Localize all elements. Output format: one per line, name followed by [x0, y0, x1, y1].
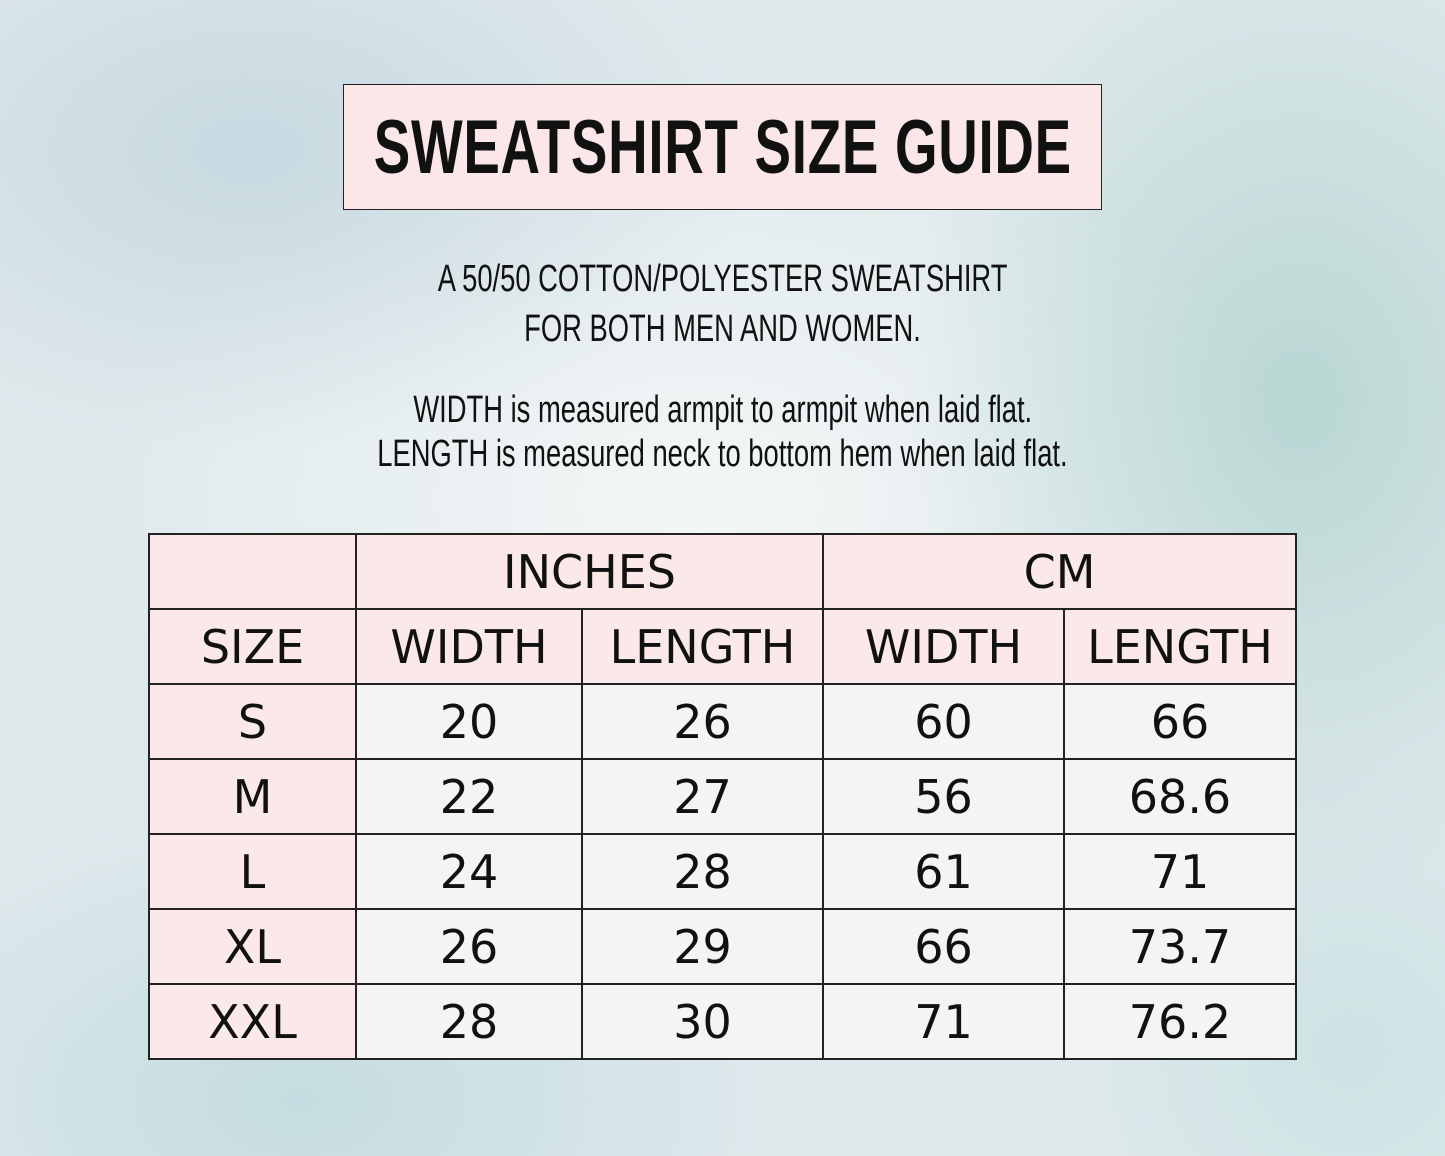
- value-cell: 71: [822, 983, 1065, 1060]
- value-cell: 20: [355, 683, 583, 760]
- description-text: WIDTH is measured armpit to armpit when …: [413, 389, 1032, 431]
- value-cell: 24: [355, 833, 583, 910]
- size-cell: XXL: [148, 983, 357, 1060]
- table-row: XL 26 29 66 73.7: [148, 908, 1297, 985]
- column-header: LENGTH: [581, 608, 824, 685]
- subtitle-text: A 50/50 COTTON/POLYESTER SWEATSHIRT: [437, 258, 1008, 300]
- column-header: WIDTH: [355, 608, 583, 685]
- title-box: SWEATSHIRT SIZE GUIDE: [343, 84, 1102, 210]
- value-cell: 30: [581, 983, 824, 1060]
- group-header-inches: INCHES: [355, 533, 824, 610]
- column-header: WIDTH: [822, 608, 1065, 685]
- column-header: LENGTH: [1063, 608, 1297, 685]
- value-cell: 60: [822, 683, 1065, 760]
- value-cell: 76.2: [1063, 983, 1297, 1060]
- page-title: SWEATSHIRT SIZE GUIDE: [373, 104, 1072, 190]
- subtitle-line-2: FOR BOTH MEN AND WOMEN.: [0, 308, 1445, 351]
- value-cell: 71: [1063, 833, 1297, 910]
- value-cell: 29: [581, 908, 824, 985]
- size-cell: M: [148, 758, 357, 835]
- value-cell: 26: [355, 908, 583, 985]
- subtitle-line-1: A 50/50 COTTON/POLYESTER SWEATSHIRT: [0, 258, 1445, 301]
- column-header-row: SIZE WIDTH LENGTH WIDTH LENGTH: [148, 608, 1297, 685]
- table-row: XXL 28 30 71 76.2: [148, 983, 1297, 1060]
- value-cell: 61: [822, 833, 1065, 910]
- value-cell: 73.7: [1063, 908, 1297, 985]
- column-header: SIZE: [148, 608, 357, 685]
- description-text: LENGTH is measured neck to bottom hem wh…: [377, 433, 1068, 475]
- group-header-cm: CM: [822, 533, 1297, 610]
- size-cell: XL: [148, 908, 357, 985]
- value-cell: 66: [1063, 683, 1297, 760]
- value-cell: 28: [581, 833, 824, 910]
- value-cell: 26: [581, 683, 824, 760]
- value-cell: 66: [822, 908, 1065, 985]
- table-row: M 22 27 56 68.6: [148, 758, 1297, 835]
- subtitle-text: FOR BOTH MEN AND WOMEN.: [524, 308, 921, 350]
- table-row: S 20 26 60 66: [148, 683, 1297, 760]
- group-header-empty: [148, 533, 357, 610]
- group-header-row: INCHES CM: [148, 533, 1297, 610]
- value-cell: 27: [581, 758, 824, 835]
- size-table: INCHES CM SIZE WIDTH LENGTH WIDTH LENGTH…: [148, 533, 1297, 1060]
- size-cell: S: [148, 683, 357, 760]
- description-line-1: WIDTH is measured armpit to armpit when …: [0, 389, 1445, 432]
- value-cell: 68.6: [1063, 758, 1297, 835]
- description-line-2: LENGTH is measured neck to bottom hem wh…: [0, 433, 1445, 476]
- size-cell: L: [148, 833, 357, 910]
- value-cell: 56: [822, 758, 1065, 835]
- value-cell: 28: [355, 983, 583, 1060]
- value-cell: 22: [355, 758, 583, 835]
- table-row: L 24 28 61 71: [148, 833, 1297, 910]
